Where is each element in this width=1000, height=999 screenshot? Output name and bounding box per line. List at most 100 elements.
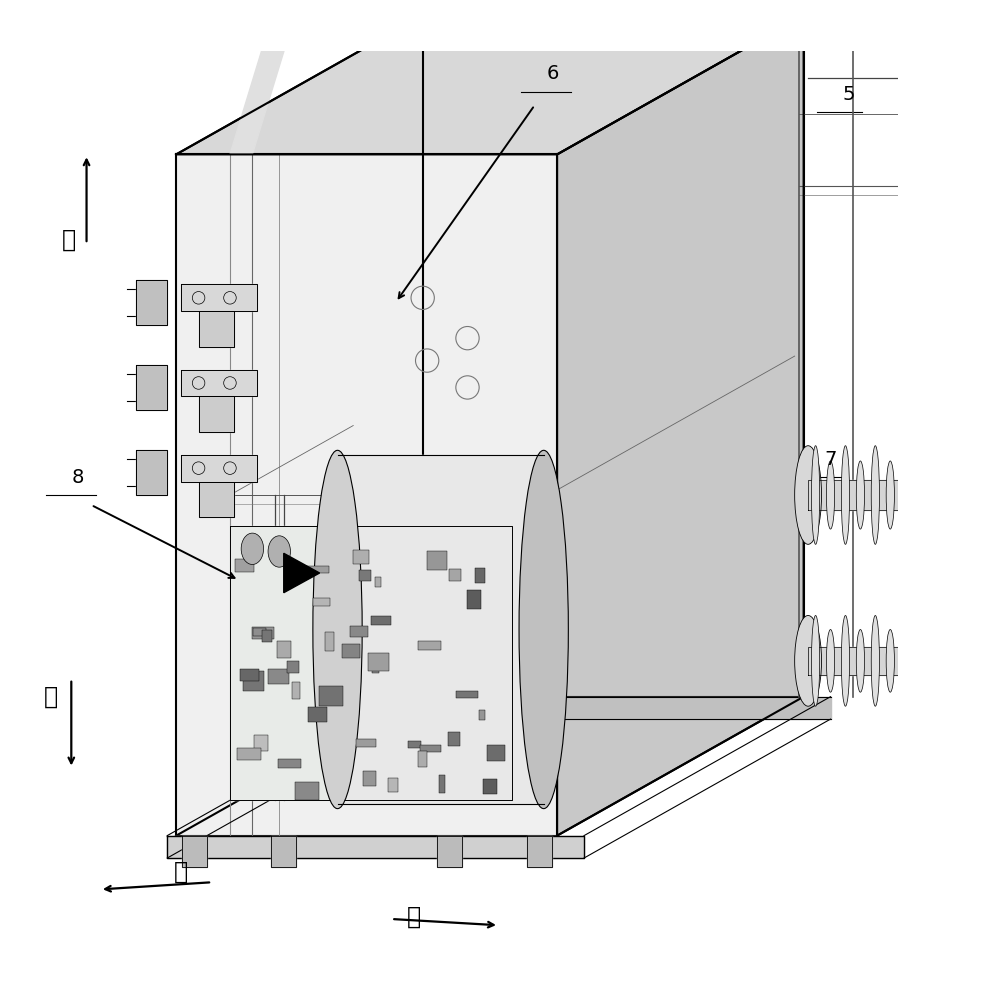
Bar — [356, 739, 376, 747]
Bar — [237, 747, 261, 760]
Bar — [371, 616, 391, 624]
Bar — [479, 710, 485, 720]
Ellipse shape — [961, 615, 969, 706]
Text: 6: 6 — [546, 64, 559, 83]
Ellipse shape — [946, 629, 954, 692]
Ellipse shape — [241, 533, 264, 564]
Bar — [253, 627, 266, 636]
Bar — [375, 577, 381, 587]
Bar — [246, 537, 258, 544]
Bar — [487, 744, 505, 761]
Bar — [353, 549, 369, 564]
Ellipse shape — [841, 615, 850, 706]
Ellipse shape — [886, 629, 894, 692]
Polygon shape — [136, 365, 167, 410]
Ellipse shape — [811, 446, 820, 544]
Bar — [342, 644, 360, 657]
Bar — [418, 640, 441, 649]
Bar — [483, 779, 497, 793]
Bar — [295, 782, 319, 799]
Ellipse shape — [931, 446, 939, 544]
Bar — [287, 660, 299, 673]
Ellipse shape — [268, 535, 290, 567]
Polygon shape — [808, 480, 987, 510]
Polygon shape — [181, 370, 257, 397]
Bar — [368, 653, 389, 671]
Bar — [350, 625, 368, 636]
Text: 上: 上 — [62, 228, 76, 252]
Bar — [408, 740, 421, 748]
Ellipse shape — [976, 461, 984, 529]
Ellipse shape — [901, 615, 909, 706]
Polygon shape — [230, 526, 512, 800]
Polygon shape — [437, 835, 462, 867]
Polygon shape — [181, 285, 257, 312]
Ellipse shape — [795, 615, 822, 706]
Polygon shape — [182, 835, 207, 867]
Polygon shape — [199, 482, 234, 517]
Ellipse shape — [841, 446, 850, 544]
Ellipse shape — [519, 451, 568, 808]
Polygon shape — [284, 553, 320, 592]
Polygon shape — [557, 15, 804, 835]
Ellipse shape — [856, 629, 865, 692]
Bar — [277, 641, 291, 658]
Text: 右: 右 — [407, 904, 421, 928]
Bar — [456, 691, 478, 697]
Bar — [372, 663, 379, 673]
Bar — [449, 568, 461, 581]
Text: 下: 下 — [44, 684, 58, 708]
Bar — [240, 669, 259, 681]
Ellipse shape — [826, 629, 835, 692]
Bar — [278, 759, 301, 768]
Polygon shape — [414, 696, 831, 719]
Bar — [252, 626, 274, 638]
Bar — [254, 734, 268, 750]
Bar — [359, 570, 371, 581]
Polygon shape — [199, 312, 234, 347]
Bar — [235, 558, 254, 572]
Bar — [243, 671, 264, 691]
Polygon shape — [176, 15, 804, 155]
Ellipse shape — [916, 629, 924, 692]
Ellipse shape — [795, 446, 822, 544]
Ellipse shape — [313, 451, 362, 808]
Text: 8: 8 — [71, 468, 84, 487]
Ellipse shape — [886, 461, 894, 529]
Polygon shape — [199, 397, 234, 433]
Polygon shape — [808, 646, 987, 675]
Ellipse shape — [811, 615, 820, 706]
Polygon shape — [527, 835, 552, 867]
Polygon shape — [987, 620, 1000, 701]
Polygon shape — [136, 280, 167, 325]
Bar — [268, 669, 289, 684]
Bar — [475, 568, 485, 583]
Polygon shape — [136, 451, 167, 496]
Polygon shape — [338, 455, 544, 804]
Bar — [448, 731, 460, 745]
Bar — [467, 589, 481, 608]
Ellipse shape — [961, 446, 969, 544]
Ellipse shape — [856, 461, 865, 529]
Polygon shape — [181, 455, 257, 482]
Polygon shape — [176, 155, 557, 835]
Ellipse shape — [931, 615, 939, 706]
Ellipse shape — [916, 461, 924, 529]
Ellipse shape — [871, 446, 879, 544]
Bar — [305, 566, 329, 572]
Text: 5: 5 — [842, 85, 855, 104]
Polygon shape — [271, 835, 296, 867]
Bar — [418, 751, 427, 766]
Ellipse shape — [871, 615, 879, 706]
Bar — [439, 775, 445, 793]
Ellipse shape — [901, 446, 909, 544]
Text: 7: 7 — [824, 450, 837, 469]
Bar — [363, 771, 376, 786]
Bar — [388, 778, 398, 792]
Polygon shape — [230, 33, 289, 155]
Ellipse shape — [826, 461, 835, 529]
Bar — [319, 686, 343, 705]
Ellipse shape — [946, 461, 954, 529]
Bar — [313, 598, 330, 605]
Bar — [325, 632, 334, 650]
